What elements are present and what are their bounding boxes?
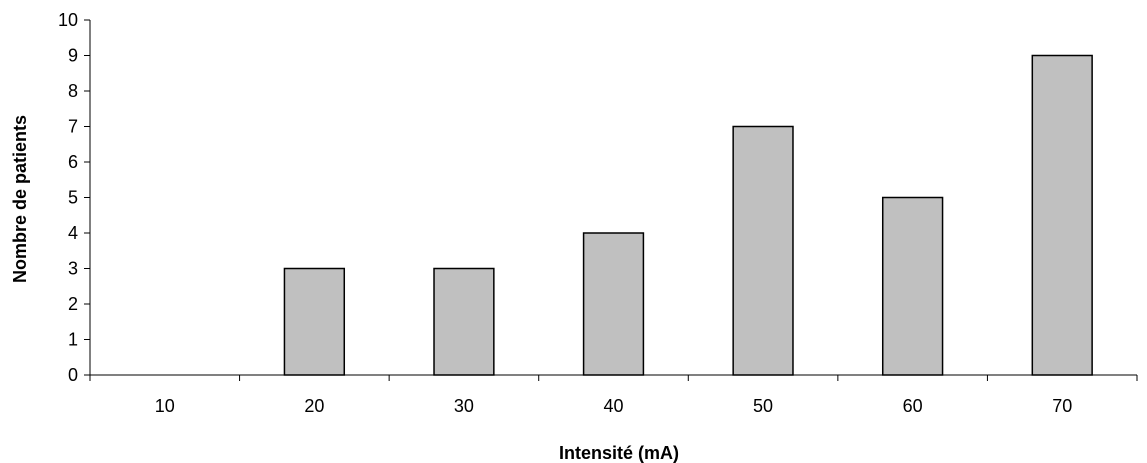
- x-axis: 10 20 30 40 50 60 70: [89, 374, 1138, 416]
- y-tick-label: 4: [68, 223, 78, 243]
- y-axis-title: Nombre de patients: [10, 115, 30, 283]
- y-tick-label: 5: [68, 188, 78, 208]
- bars: [283, 54, 1093, 376]
- y-tick-label: 7: [68, 117, 78, 137]
- y-tick-label: 0: [68, 365, 78, 385]
- bar-40: [582, 232, 645, 376]
- y-tick-label: 9: [68, 46, 78, 66]
- bar-30: [433, 267, 495, 376]
- y-tick-label: 10: [58, 10, 78, 30]
- y-tick-label: 2: [68, 294, 78, 314]
- x-axis-title: Intensité (mA): [559, 443, 679, 463]
- y-tick-label: 8: [68, 81, 78, 101]
- x-tick-label: 10: [155, 396, 175, 416]
- y-axis: 0 1 2 3 4 5 6 7 8 9 10: [58, 10, 91, 385]
- bar-50: [732, 125, 794, 376]
- x-tick-label: 20: [304, 396, 324, 416]
- x-tick-label: 40: [603, 396, 623, 416]
- x-tick-label: 30: [454, 396, 474, 416]
- x-tick-label: 50: [753, 396, 773, 416]
- bar-70: [1031, 54, 1093, 376]
- bar-20: [283, 267, 346, 376]
- y-tick-label: 6: [68, 152, 78, 172]
- x-tick-label: 70: [1052, 396, 1072, 416]
- bar-60: [881, 196, 944, 376]
- x-tick-label: 60: [903, 396, 923, 416]
- y-tick-label: 3: [68, 259, 78, 279]
- y-tick-label: 1: [68, 330, 78, 350]
